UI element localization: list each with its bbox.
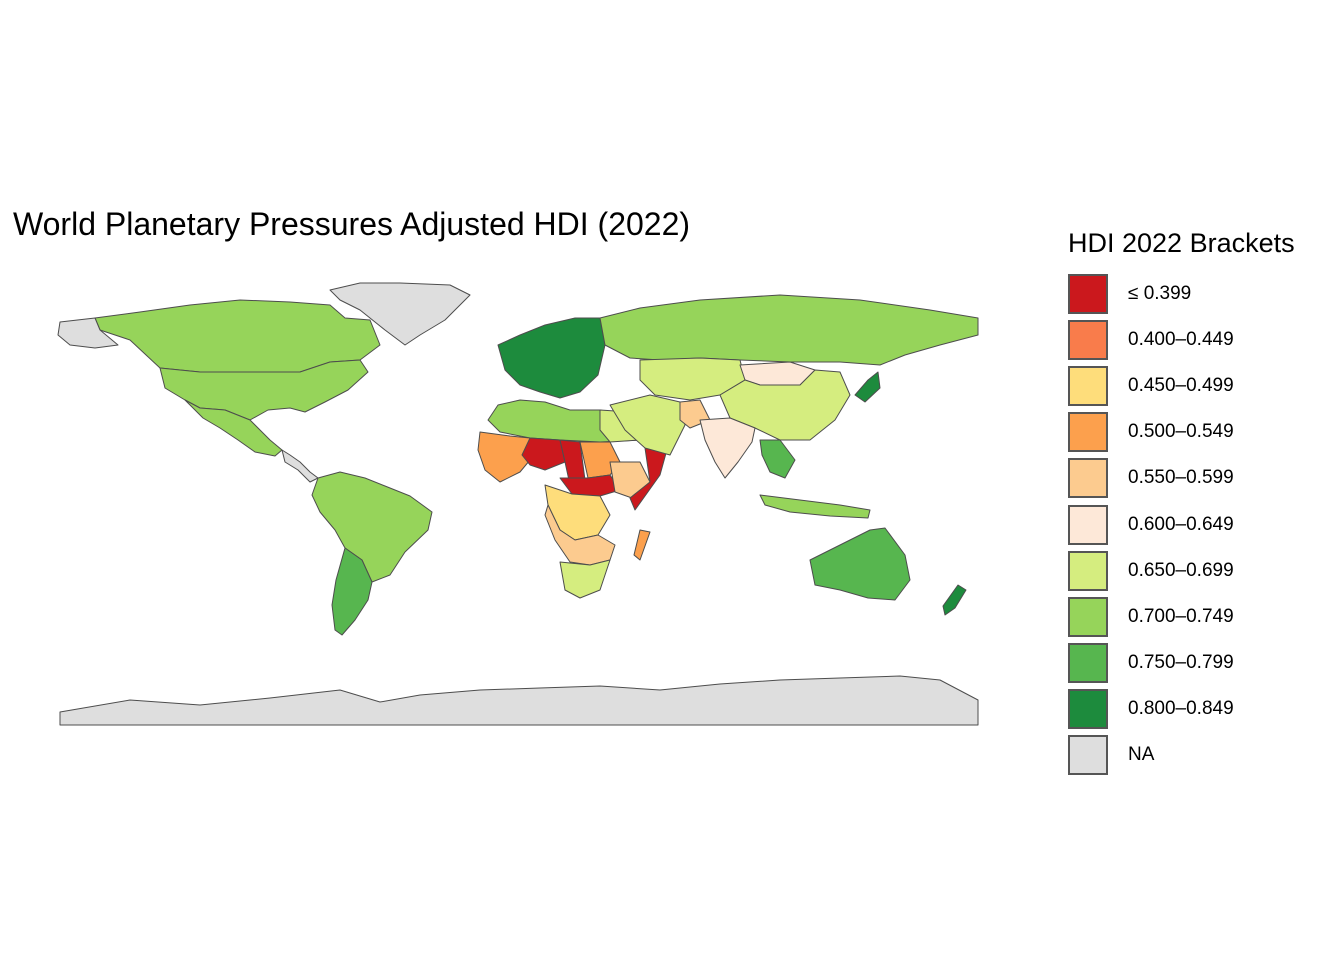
legend-swatch [1068, 412, 1108, 453]
region-middle-east [609, 394, 686, 456]
legend-item: 0.450–0.499 [1068, 364, 1234, 408]
legend-swatch [1068, 735, 1108, 775]
legend-swatch [1068, 320, 1108, 361]
legend-item: 0.400–0.449 [1068, 318, 1234, 362]
region-central-america [281, 449, 319, 483]
legend-swatch [1068, 458, 1108, 499]
region-madagascar [633, 529, 651, 561]
legend-item: 0.800–0.849 [1068, 687, 1234, 731]
region-greenland [329, 282, 471, 346]
legend-item: 0.650–0.699 [1068, 549, 1234, 593]
legend-swatch [1068, 596, 1108, 637]
legend-swatch [1068, 274, 1108, 314]
region-argentina [331, 547, 373, 636]
region-south-africa [559, 559, 611, 599]
legend-label: NA [1128, 744, 1155, 765]
legend-item: 0.700–0.749 [1068, 595, 1234, 639]
legend-label: ≤ 0.399 [1128, 283, 1192, 304]
region-canada [94, 299, 381, 373]
legend-swatch [1068, 688, 1108, 729]
legend-label: 0.600–0.649 [1128, 513, 1234, 535]
legend-title: HDI 2022 Brackets [1068, 228, 1295, 258]
region-indonesia [759, 494, 871, 519]
legend-label: 0.700–0.749 [1128, 605, 1234, 627]
legend-swatch [1068, 366, 1108, 407]
legend-label: 0.800–0.849 [1128, 697, 1234, 719]
region-west-africa [477, 431, 541, 483]
legend-swatch [1068, 504, 1108, 545]
legend-label: 0.450–0.499 [1128, 375, 1234, 397]
region-antarctica [59, 675, 979, 726]
region-india [699, 417, 756, 479]
legend-label: 0.550–0.599 [1128, 467, 1234, 489]
legend-item: ≤ 0.399 [1068, 272, 1191, 316]
region-brazil [311, 471, 433, 583]
legend-label: 0.400–0.449 [1128, 329, 1234, 351]
region-alaska [57, 317, 119, 349]
legend-item: 0.550–0.599 [1068, 456, 1234, 500]
region-japan [854, 371, 881, 403]
legend-label: 0.750–0.799 [1128, 651, 1234, 673]
legend-label: 0.650–0.699 [1128, 559, 1234, 581]
legend-label: 0.500–0.549 [1128, 421, 1234, 443]
legend: HDI 2022 Brackets ≤ 0.399 0.400–0.449 0.45… [1068, 228, 1338, 775]
region-niger [521, 437, 566, 471]
region-australia [809, 527, 911, 601]
region-new-zealand [942, 584, 967, 616]
legend-item: 0.750–0.799 [1068, 641, 1234, 685]
map-title: World Planetary Pressures Adjusted HDI (… [13, 206, 691, 242]
legend-item: 0.600–0.649 [1068, 503, 1234, 547]
region-russia [599, 294, 979, 366]
region-southeast-asia [759, 439, 796, 479]
legend-item: 0.500–0.549 [1068, 410, 1234, 454]
legend-swatch [1068, 550, 1108, 591]
legend-item: NA [1068, 733, 1154, 777]
region-europe [497, 317, 606, 399]
legend-swatch [1068, 642, 1108, 683]
